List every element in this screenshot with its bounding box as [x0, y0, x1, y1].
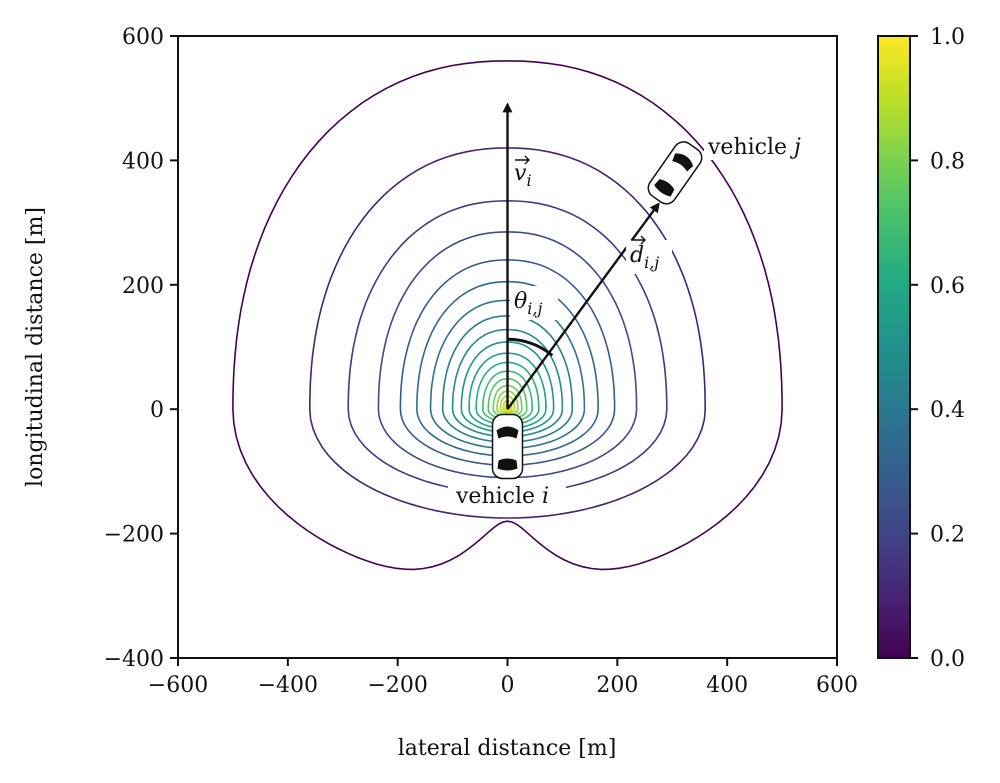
label-background	[448, 478, 566, 510]
vehicle-i-icon	[491, 413, 524, 480]
y-tick-label: −200	[104, 523, 164, 548]
label-background	[626, 240, 672, 274]
colorbar-ticks: 0.0 0.2 0.4 0.6 0.8 1.0	[910, 25, 965, 672]
colorbar-tick-label: 0.2	[930, 523, 965, 548]
vector-arrow	[506, 202, 660, 410]
colorbar-tick-label: 1.0	[930, 25, 965, 50]
label-background	[510, 286, 558, 320]
colorbar-tick-label: 0.4	[930, 398, 965, 423]
x-tick-label: −200	[367, 673, 427, 698]
colorbar-tick-label: 0.6	[930, 274, 965, 299]
y-tick-label: 600	[122, 25, 164, 50]
x-tick-label: 600	[816, 673, 858, 698]
y-tick-label: 0	[150, 398, 164, 423]
colorbar-tick-label: 0.8	[930, 149, 965, 174]
x-axis-label: lateral distance [m]	[398, 736, 617, 761]
x-tick-label: −400	[258, 673, 318, 698]
y-tick-label: 200	[122, 274, 164, 299]
y-axis: −400 −200 0 200 400 600	[104, 25, 178, 672]
angle-theta-label: θi,j	[514, 289, 542, 318]
x-tick-label: −600	[148, 673, 208, 698]
x-tick-label: 0	[501, 673, 515, 698]
vector-v-accent	[515, 155, 530, 165]
vehicle-j-label: vehicle j	[707, 135, 801, 160]
y-axis-label: longitudinal distance [m]	[23, 207, 48, 487]
y-tick-label: 400	[122, 149, 164, 174]
colorbar	[877, 35, 911, 659]
annotations: vehicle i vehicle j vi di,j θi,j	[448, 102, 816, 510]
x-tick-label: 200	[596, 673, 638, 698]
vehicle-j-icon	[647, 141, 703, 205]
angle-arc	[507, 337, 554, 357]
x-axis: −600 −400 −200 0 200 400 600	[148, 658, 858, 698]
vector-v-label: vi	[514, 161, 532, 190]
vector-d-label: di,j	[630, 243, 659, 272]
contour-line	[232, 60, 783, 571]
colorbar-tick-label: 0.0	[930, 647, 965, 672]
y-tick-label: −400	[104, 647, 164, 672]
vehicle-i-label: vehicle i	[455, 484, 549, 509]
label-background	[704, 130, 816, 160]
x-tick-label: 400	[706, 673, 748, 698]
vector-d-accent	[631, 235, 646, 245]
